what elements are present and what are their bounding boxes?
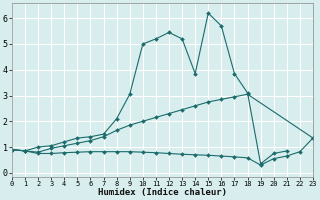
X-axis label: Humidex (Indice chaleur): Humidex (Indice chaleur) bbox=[98, 188, 227, 197]
